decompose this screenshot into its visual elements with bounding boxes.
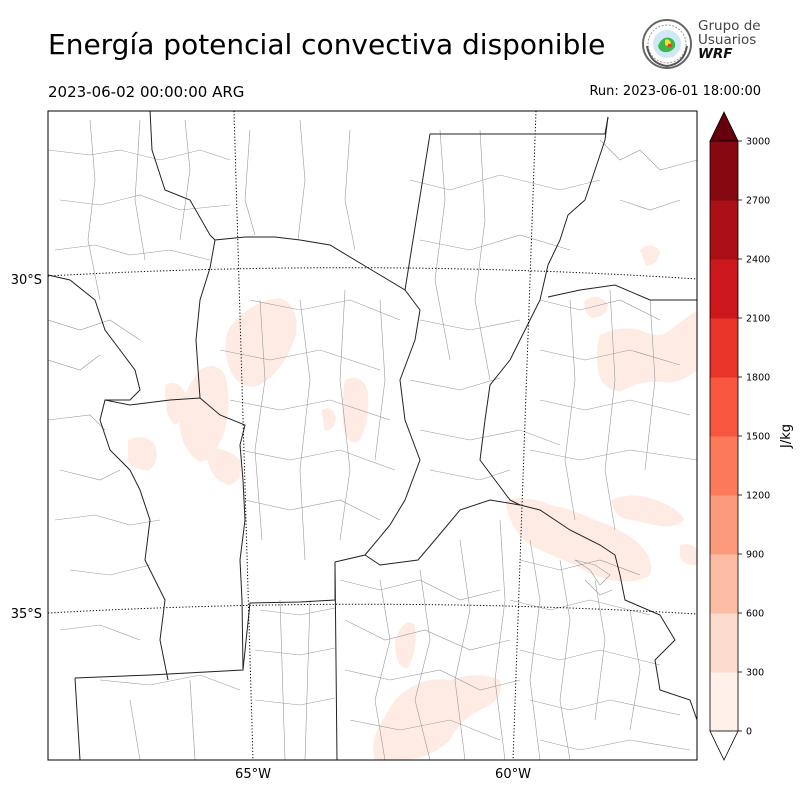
lon-label-60w: 60°W (495, 767, 531, 782)
map-title: Energía potencial convectiva disponible (48, 28, 606, 61)
colorbar-tick-label: 1200 (746, 491, 770, 502)
colorbar-tick-label: 2400 (746, 255, 770, 266)
colorbar-segment (710, 318, 738, 378)
grupo-wrf-logo: Grupo de Usuarios WRF (638, 16, 768, 72)
colorbar-segment (710, 200, 738, 260)
lat-label-30s: 30°S (11, 273, 42, 288)
colorbar-tick-label: 300 (746, 668, 764, 679)
colorbar-segment (710, 613, 738, 673)
province-borders (48, 111, 697, 760)
colorbar: 0 300 600 900 1200 1500 1800 2100 2400 2700 3000 J… (709, 111, 794, 761)
logo-line-3: WRF (698, 46, 733, 62)
colorbar-label: J/kg (779, 424, 794, 449)
colorbar-tick-label: 1800 (746, 373, 770, 384)
cape-shading (128, 245, 697, 760)
logo-emblem-icon (642, 19, 692, 69)
colorbar-tick-label: 0 (746, 727, 752, 738)
colorbar-tick-label: 1500 (746, 432, 770, 443)
logo-line-1: Grupo de (698, 18, 761, 34)
logo-line-2: Usuarios (698, 32, 757, 48)
colorbar-tick-label: 3000 (746, 137, 770, 148)
map-area (48, 111, 697, 760)
colorbar-segment (710, 495, 738, 555)
colorbar-min-arrow (709, 730, 739, 761)
lon-label-65w: 65°W (235, 767, 271, 782)
colorbar-segment (710, 436, 738, 496)
colorbar-segment (710, 672, 738, 732)
valid-time: 2023-06-02 00:00:00 ARG (48, 83, 245, 101)
colorbar-tick-label: 2700 (746, 196, 770, 207)
colorbar-segment (710, 377, 738, 437)
colorbar-tick-label: 2100 (746, 314, 770, 325)
colorbar-tick-label: 600 (746, 609, 764, 620)
run-time: Run: 2023-06-01 18:00:00 (589, 84, 761, 99)
colorbar-segment (710, 259, 738, 319)
colorbar-segment (710, 141, 738, 201)
department-borders (48, 119, 697, 760)
lat-label-35s: 35°S (11, 607, 42, 622)
graticule (48, 111, 697, 760)
colorbar-tick-label: 900 (746, 550, 764, 561)
map-frame (47, 110, 698, 761)
colorbar-max-arrow (709, 111, 739, 142)
colorbar-segment (710, 554, 738, 614)
